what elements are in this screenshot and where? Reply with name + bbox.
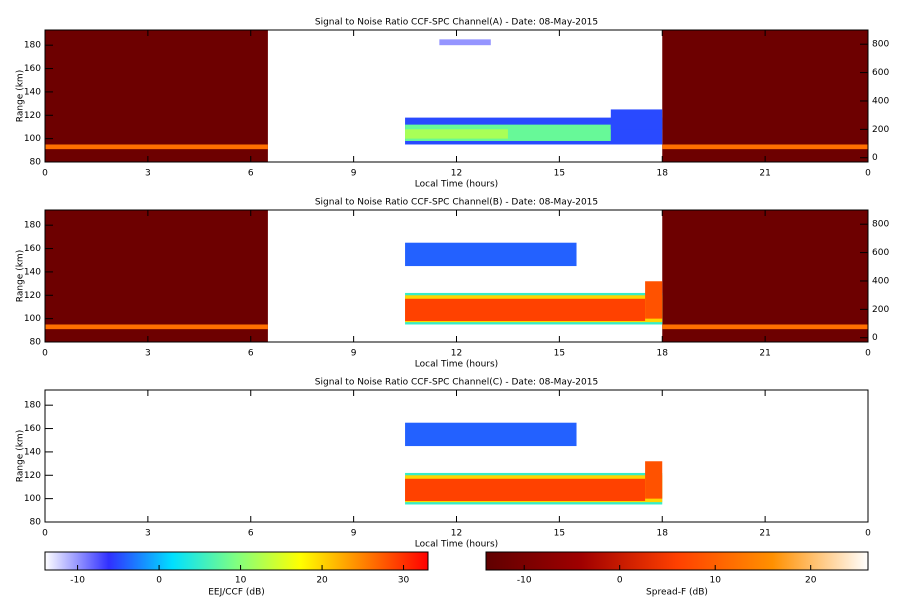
y2-tick-label: 600: [872, 248, 889, 258]
y-tick-label: 180: [24, 401, 41, 411]
y-axis-label: Range (km): [16, 70, 26, 122]
x-tick-label: 15: [554, 169, 565, 179]
x-tick-label: 6: [248, 349, 254, 359]
panel-title: Signal to Noise Ratio CCF-SPC Channel(A)…: [315, 18, 598, 28]
heat-cell: [45, 324, 268, 330]
x-tick-label: 21: [759, 529, 770, 539]
colorbar-label: Spread-F (dB): [646, 588, 708, 598]
x-tick-label: 18: [657, 349, 669, 359]
x-axis-label: Local Time (hours): [415, 360, 498, 370]
colorbar-label: EEJ/CCF (dB): [208, 588, 265, 598]
heat-cell: [405, 242, 577, 267]
heat-cell: [405, 422, 577, 447]
y-tick-label: 80: [30, 518, 42, 528]
x-tick-label: 0: [865, 169, 871, 179]
y2-tick-label: 600: [872, 68, 889, 78]
y-tick-label: 180: [24, 221, 41, 231]
y-tick-label: 140: [24, 447, 41, 457]
x-tick-label: 18: [657, 169, 669, 179]
heat-cell: [405, 478, 646, 501]
x-tick-label: 0: [865, 349, 871, 359]
y-tick-label: 80: [30, 338, 42, 348]
heat-cell: [405, 129, 508, 139]
y-tick-label: 180: [24, 41, 41, 51]
y-tick-label: 100: [24, 134, 41, 144]
x-tick-label: 12: [451, 169, 462, 179]
x-tick-label: 18: [657, 529, 669, 539]
x-tick-label: 3: [145, 529, 151, 539]
x-tick-label: 0: [42, 529, 48, 539]
y-tick-label: 120: [24, 471, 41, 481]
colorbar-tick-label: 10: [235, 576, 247, 586]
colorbar: [44, 551, 429, 571]
x-tick-label: 9: [351, 529, 357, 539]
x-tick-label: 0: [42, 169, 48, 179]
y2-tick-label: 400: [872, 96, 889, 106]
heat-cell: [405, 298, 646, 321]
heat-cell: [45, 144, 268, 150]
x-tick-label: 9: [351, 169, 357, 179]
colorbar-tick-label: 0: [156, 576, 162, 586]
heat-cell: [662, 324, 868, 330]
x-tick-label: 3: [145, 349, 151, 359]
y-axis-label: Range (km): [16, 250, 26, 302]
y-tick-label: 160: [24, 244, 41, 254]
y2-tick-label: 800: [872, 220, 889, 230]
x-axis-label: Local Time (hours): [415, 540, 498, 550]
colorbar-tick-label: -10: [70, 576, 85, 586]
y-axis-label: Range (km): [16, 430, 26, 482]
x-tick-label: 6: [248, 169, 254, 179]
plot-area: [45, 210, 868, 342]
x-tick-label: 9: [351, 349, 357, 359]
colorbar-tick-label: -10: [517, 576, 532, 586]
heat-cell: [645, 461, 663, 499]
y2-tick-label: 400: [872, 276, 889, 286]
colorbar-tick-label: 20: [316, 576, 328, 586]
y2-tick-label: 200: [872, 305, 889, 315]
y-tick-label: 160: [24, 64, 41, 74]
y-tick-label: 100: [24, 494, 41, 504]
heat-cell: [645, 281, 663, 319]
y-tick-label: 80: [30, 158, 42, 168]
y2-tick-label: 800: [872, 40, 889, 50]
colorbar-tick-label: 30: [398, 576, 410, 586]
heat-cell: [662, 30, 868, 162]
y-tick-label: 140: [24, 267, 41, 277]
x-axis-label: Local Time (hours): [415, 180, 498, 190]
heat-cell: [45, 30, 268, 162]
y-tick-label: 120: [24, 111, 41, 121]
colorbar: [485, 551, 869, 571]
x-tick-label: 3: [145, 169, 151, 179]
x-tick-label: 0: [865, 529, 871, 539]
y2-tick-label: 0: [872, 153, 878, 163]
y-tick-label: 160: [24, 424, 41, 434]
panel-title: Signal to Noise Ratio CCF-SPC Channel(B)…: [315, 198, 598, 208]
heat-cell: [610, 109, 663, 130]
y-tick-label: 120: [24, 291, 41, 301]
y2-tick-label: 200: [872, 125, 889, 135]
y-tick-label: 140: [24, 87, 41, 97]
heat-cell: [439, 39, 491, 46]
colorbar-tick-label: 20: [805, 576, 817, 586]
x-tick-label: 6: [248, 529, 254, 539]
x-tick-label: 21: [759, 169, 770, 179]
plot-area: [45, 30, 868, 162]
x-tick-label: 0: [42, 349, 48, 359]
panel-title: Signal to Noise Ratio CCF-SPC Channel(C)…: [315, 378, 598, 388]
x-tick-label: 21: [759, 349, 770, 359]
colorbar-tick-label: 10: [709, 576, 721, 586]
heat-cell: [662, 144, 868, 150]
y-tick-label: 100: [24, 314, 41, 324]
colorbar-tick-label: 0: [617, 576, 623, 586]
heat-cell: [45, 210, 268, 342]
x-tick-label: 12: [451, 529, 462, 539]
x-tick-label: 15: [554, 349, 565, 359]
x-tick-label: 15: [554, 529, 565, 539]
x-tick-label: 12: [451, 349, 462, 359]
heat-cell: [662, 210, 868, 342]
y2-tick-label: 0: [872, 333, 878, 343]
plot-area: [405, 422, 663, 505]
